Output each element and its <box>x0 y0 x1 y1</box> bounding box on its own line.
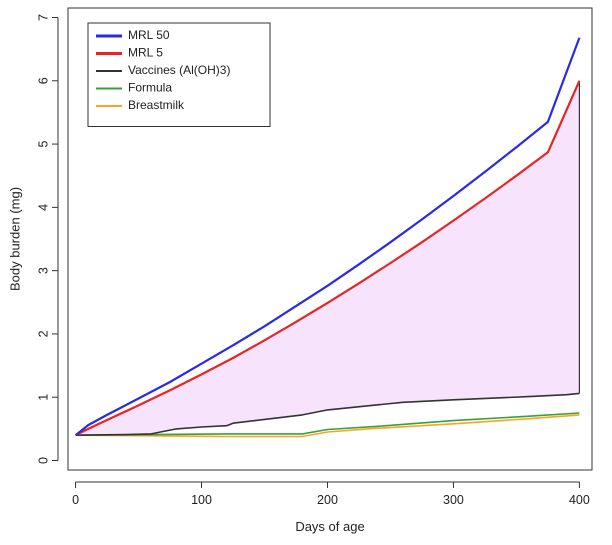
shaded-region-layer <box>75 80 581 436</box>
y-axis-title: Body burden (mg) <box>7 187 22 291</box>
plot-frame <box>67 7 593 471</box>
y-tick-label: 1 <box>36 394 50 401</box>
y-tick-label: 5 <box>36 141 50 148</box>
x-tick-label: 400 <box>569 493 590 507</box>
legend-label-formula: Formula <box>128 81 172 95</box>
y-tick-label: 2 <box>36 330 50 337</box>
series-line-mrl-50 <box>74 37 581 437</box>
y-tick-label: 7 <box>36 14 50 21</box>
x-tick-label: 0 <box>72 493 79 507</box>
y-tick-label: 6 <box>36 77 50 84</box>
legend-label-breastmilk: Breastmilk <box>128 98 185 112</box>
x-tick-label: 100 <box>191 493 212 507</box>
legend-box <box>87 22 271 127</box>
legend-label-mrl-50: MRL 50 <box>128 28 170 42</box>
x-tick-label: 300 <box>443 493 464 507</box>
series-line-formula <box>75 412 580 436</box>
legend-label-vaccines-al-oh-3: Vaccines (Al(OH)3) <box>128 63 230 77</box>
shaded-region <box>75 80 580 436</box>
y-tick-label: 3 <box>36 267 50 274</box>
y-tick-label: 4 <box>36 204 50 211</box>
x-axis-title: Days of age <box>295 519 364 534</box>
series-layer <box>74 37 581 438</box>
series-line-breastmilk <box>75 414 580 438</box>
series-line-mrl-5 <box>75 80 581 437</box>
legend-label-mrl-5: MRL 5 <box>128 46 163 60</box>
x-tick-label: 200 <box>317 493 338 507</box>
axis-layer: 0 100 200 300 400 0 1 2 3 4 5 6 7 <box>36 14 590 507</box>
legend: MRL 50 MRL 5 Vaccines (Al(OH)3) Formula Brea… <box>87 22 271 127</box>
series-line-vaccines-al-oh-3 <box>75 392 580 436</box>
y-tick-label: 0 <box>36 457 50 464</box>
